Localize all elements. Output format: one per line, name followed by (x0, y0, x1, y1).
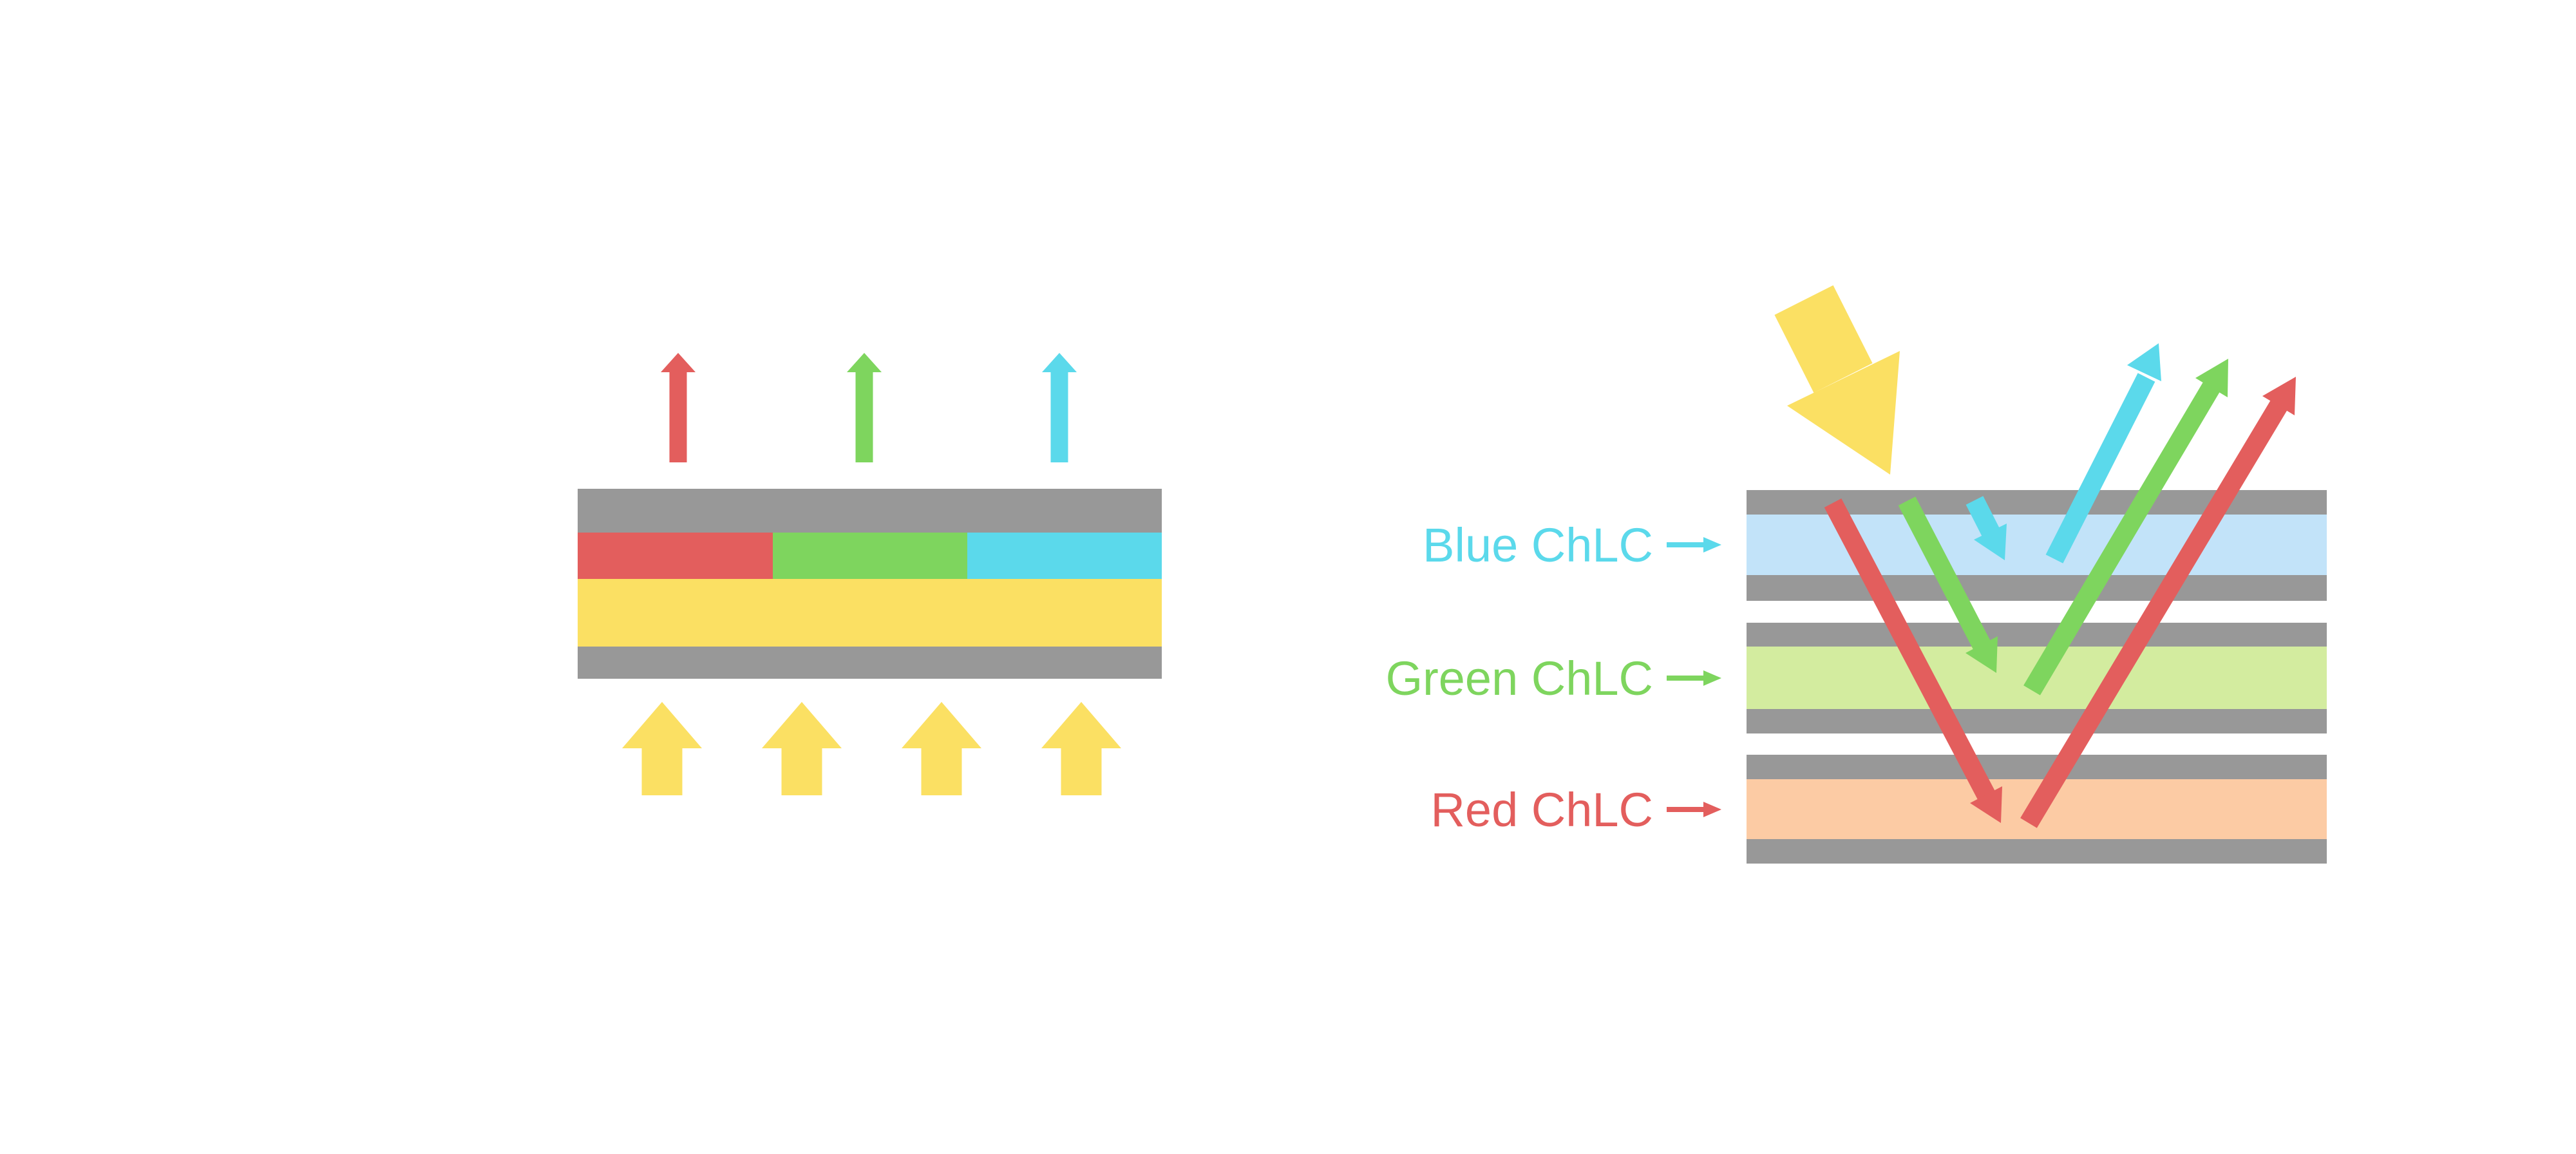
left-panel (578, 353, 1162, 795)
green-output-arrow-head (847, 353, 882, 372)
green-output-arrow (847, 353, 882, 462)
backlight-arrow-4 (1041, 702, 1121, 795)
red-output-arrow-head (661, 353, 696, 372)
red-label-arrow-head (1703, 802, 1721, 817)
green-reflected-ray (2023, 359, 2228, 695)
green-label-arrow-head (1703, 670, 1721, 686)
red-chlc-label-group: Red ChLC (1430, 783, 1721, 837)
chlc-substrate-3 (1747, 623, 2327, 647)
red-descending-ray (1824, 498, 2002, 823)
green-descending-ray-head (1965, 636, 1998, 673)
left-top-substrate (578, 489, 1162, 533)
green-chlc-label: Green ChLC (1386, 652, 1653, 705)
cyan-descending-ray-shaft (1965, 496, 2001, 539)
cyan-reflected-ray-shaft (2045, 373, 2155, 563)
backlight-arrow-2-head (762, 702, 842, 748)
backlight-arrow-3 (902, 702, 981, 795)
left-bottom-substrate (578, 647, 1162, 679)
red-reflected-ray-head (2262, 377, 2296, 415)
backlight-arrow-4-head (1041, 702, 1121, 748)
green-reflected-ray-head (2195, 359, 2228, 397)
cyan-output-arrow-head (1042, 353, 1077, 372)
red-output-arrow (661, 353, 696, 462)
green-descending-ray-shaft (1898, 497, 1992, 652)
blue-chlc-label: Blue ChLC (1423, 518, 1653, 572)
cyan-filter-segment (967, 533, 1162, 579)
red-reflected-ray-shaft (2020, 395, 2290, 828)
cyan-reflected-ray-head (2127, 343, 2161, 381)
red-descending-ray-head (1970, 786, 2002, 823)
right-panel: Blue ChLC Green ChLC Red ChLC (1386, 285, 2327, 864)
incident-light-arrow (1774, 285, 1900, 475)
green-chlc-label-group: Green ChLC (1386, 652, 1721, 705)
green-filter-segment (773, 533, 967, 579)
blue-label-arrow-head (1703, 537, 1721, 553)
red-chlc-label: Red ChLC (1430, 783, 1653, 837)
cyan-descending-ray-head (1974, 524, 2007, 560)
green-reflected-ray-shaft (2023, 377, 2222, 695)
incident-light-arrow-shaft (1774, 285, 1873, 393)
backlight-arrow-1 (622, 702, 702, 795)
red-filter-segment (578, 533, 773, 579)
cyan-descending-ray (1965, 496, 2007, 560)
chlc-substrate-2 (1747, 575, 2327, 601)
cyan-output-arrow (1042, 353, 1077, 462)
backlight-arrow-2 (762, 702, 842, 795)
backlight-layer (578, 579, 1162, 647)
blue-chlc-label-group: Blue ChLC (1423, 518, 1721, 572)
chlc-substrate-6 (1747, 839, 2327, 864)
red-descending-ray-shaft (1824, 498, 1996, 802)
backlight-arrow-3-head (902, 702, 981, 748)
red-reflected-ray (2020, 377, 2296, 828)
green-descending-ray (1898, 497, 1998, 673)
chlc-substrate-5 (1747, 755, 2327, 779)
cyan-reflected-ray (2045, 343, 2161, 563)
chlc-substrate-4 (1747, 709, 2327, 733)
backlight-arrow-1-head (622, 702, 702, 748)
incident-light-arrow-head (1787, 351, 1900, 475)
